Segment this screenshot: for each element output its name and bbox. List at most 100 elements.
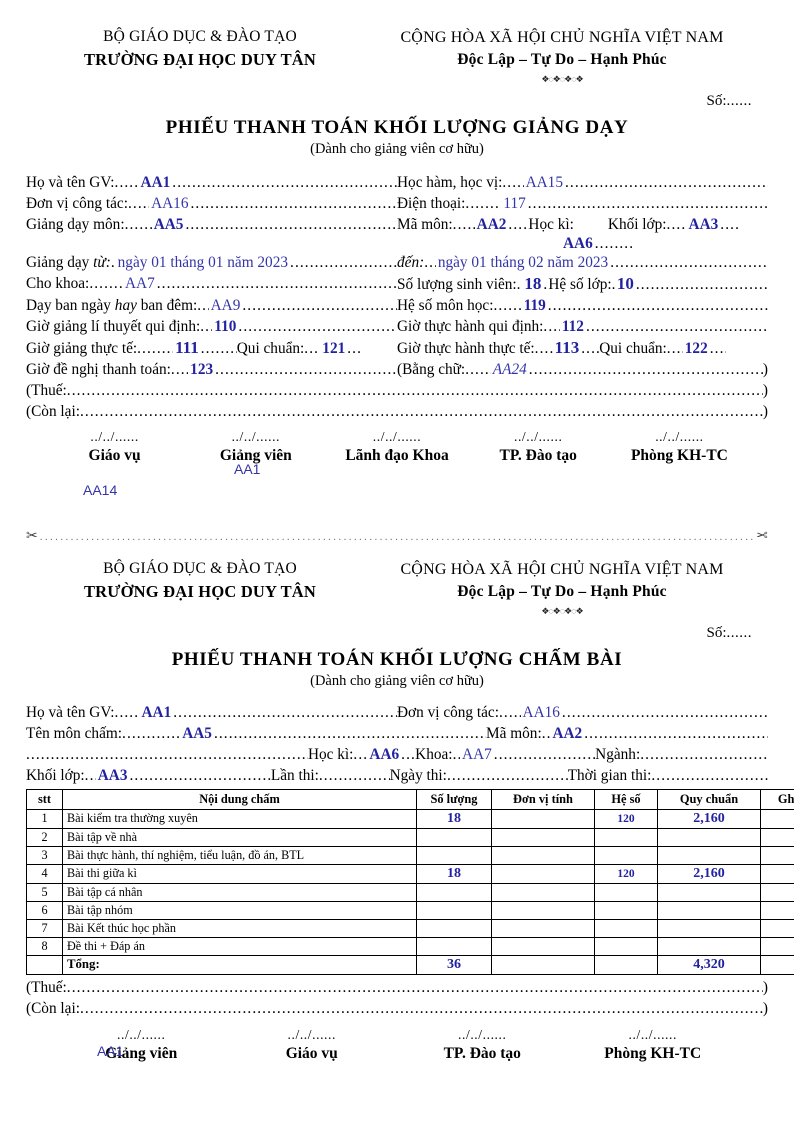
signature-date: ../../...... [628, 1026, 677, 1042]
field-dien-thoai[interactable]: Điện thoại: 117 [397, 193, 768, 214]
divider-dashes [40, 531, 755, 543]
field-gio-lt-qd[interactable]: Giờ giảng lí thuyết qui định: 110 [26, 316, 397, 337]
signature-block-giao-vu-2: ../../...... Giáo vụ [227, 1027, 398, 1063]
qui-chuan-2-value: 122 [684, 339, 708, 357]
don-vi-value: AA16 [522, 703, 560, 721]
table-row[interactable]: 1 Bài kiểm tra thường xuyên 18 120 2,160 [26, 808, 794, 829]
field-hoc-ki-value[interactable]: AA6 [561, 235, 633, 252]
field-nganh-2[interactable]: Ngành: [595, 744, 768, 765]
cell-coeff: 120 [594, 808, 658, 829]
cell-coeff [594, 827, 658, 847]
field-ma-mon-2[interactable]: Mã môn: AA2 [486, 723, 768, 744]
cell-note [760, 882, 794, 902]
field-khoi-lop-2[interactable]: Khối lớp: AA3 [26, 765, 271, 786]
signature-title: Giáo vụ [88, 446, 141, 464]
field-giang-day-tu[interactable]: Giảng dạy từ: ngày 01 tháng 01 năm 2023 [26, 252, 397, 273]
table-row[interactable]: 8 Đề thi + Đáp án [26, 936, 794, 956]
de-nghi-label: Giờ đề nghị thanh toán: [26, 360, 171, 378]
cell-standard [657, 882, 761, 902]
cell-note [760, 936, 794, 956]
bang-chu-close: ) [762, 360, 768, 378]
col-header-stt: stt [26, 788, 63, 810]
field-gio-th-qd[interactable]: Giờ thực hành qui định: 112 [397, 316, 768, 337]
cell-content: Bài tập nhóm [62, 900, 417, 920]
field-lan-thi[interactable]: Lần thi: [271, 765, 390, 786]
form2-signature-row: ../../...... Giảng viên ../../...... Giá… [26, 1027, 768, 1063]
table-row[interactable]: 5 Bài tập cá nhân [26, 882, 794, 902]
field-hoc-ham[interactable]: Học hàm, học vị: AA15 [397, 172, 768, 193]
form2-header-right: CỘNG HÒA XÃ HỘI CHỦ NGHĨA VIỆT NAM Độc L… [356, 558, 768, 616]
field-row-daynight: Dạy ban ngày hay ban đêm: AA9 Hệ số môn … [26, 295, 768, 316]
ma-mon-value: AA2 [552, 724, 583, 742]
cell-content: Bài tập cá nhân [62, 882, 417, 902]
form1-title: PHIẾU THANH TOÁN KHỐI LƯỢNG GIẢNG DẠY [165, 116, 629, 138]
col-header-quantity: Số lượng [416, 788, 492, 810]
field-khoa-2[interactable]: Khoa: AA7 [415, 744, 595, 765]
field-con-lai-2[interactable]: (Còn lại: ) [26, 998, 768, 1019]
signature-title: Giáo vụ [285, 1044, 338, 1062]
khoa-label: Khoa: [415, 745, 453, 763]
field-ngay-thi[interactable]: Ngày thi: [390, 765, 568, 786]
cell-unit [491, 918, 595, 938]
field-don-vi-cong-tac-2[interactable]: Đơn vị công tác: AA16 [397, 702, 768, 723]
table-row[interactable]: 6 Bài tập nhóm [26, 900, 794, 920]
form1-so-line: Số:...... [26, 93, 768, 110]
field-he-so-mon[interactable]: Hệ số môn học: 119 [397, 295, 768, 316]
field-den-ngay[interactable]: đến: ngày 01 tháng 02 năm 2023 [397, 252, 768, 273]
ministry-name: BỘ GIÁO DỤC & ĐÀO TẠO [103, 28, 297, 45]
cell-unit [491, 827, 595, 847]
den-label: đến: [397, 253, 425, 271]
table-row[interactable]: 7 Bài Kết thúc học phần [26, 918, 794, 938]
field-giang-day-mon[interactable]: Giảng dạy môn: AA5 [26, 214, 397, 235]
field-gio-th-thuc-te[interactable]: Giờ thực hành thực tế: 113 Qui chuẩn: 12… [397, 337, 768, 359]
field-thue-2[interactable]: (Thuế: ) [26, 977, 768, 998]
cell-standard [657, 827, 761, 847]
so-luong-sv-value: 18 [524, 273, 542, 293]
bang-chu-label: (Bằng chữ: [397, 360, 466, 378]
field-ma-mon-group[interactable]: Mã môn: AA2 Học kì: Khối lớp: AA3 [397, 214, 768, 235]
signature-title: Phòng KH-TC [604, 1044, 702, 1062]
field-ho-ten-gv[interactable]: Họ và tên GV: AA1 [26, 172, 397, 193]
ministry-name: BỘ GIÁO DỤC & ĐÀO TẠO [103, 560, 297, 577]
field-gio-lt-thuc-te[interactable]: Giờ giảng thực tế: 111 Qui chuẩn: 121 [26, 337, 397, 359]
table-row[interactable]: 4 Bài thi giữa kì 18 120 2,160 [26, 863, 794, 884]
signature-block-tp-dao-tao-2: ../../...... TP. Đào tạo [397, 1027, 568, 1063]
field-row-class-exam-2: Khối lớp: AA3 Lần thi: Ngày thi: Thời gi… [26, 765, 768, 786]
university-name: TRƯỜNG ĐẠI HỌC DUY TÂN [83, 582, 317, 602]
field-thoi-gian-thi[interactable]: Thời gian thi: [568, 765, 768, 786]
cell-unit [491, 863, 595, 884]
cell-coeff [594, 845, 658, 865]
field-thue[interactable]: (Thuế: ) [26, 380, 768, 401]
field-row-hours-required: Giờ giảng lí thuyết qui định: 110 Giờ th… [26, 316, 768, 337]
cell-quantity: 18 [416, 863, 492, 884]
field-cho-khoa[interactable]: Cho khoa: AA7 [26, 273, 397, 295]
table-row[interactable]: 3 Bài thực hành, thí nghiệm, tiểu luận, … [26, 845, 794, 865]
ma-mon-value: AA2 [476, 215, 507, 233]
field-ten-mon-cham[interactable]: Tên môn chấm: AA5 [26, 723, 486, 744]
field-ho-ten-gv-2[interactable]: Họ và tên GV: AA1 [26, 702, 397, 723]
cell-coeff [594, 918, 658, 938]
so-luong-sv-label: Số lượng sinh viên: [397, 275, 517, 293]
hay-italic: hay [114, 296, 137, 314]
cell-total-quantity: 36 [416, 954, 492, 975]
field-so-luong-sv-group[interactable]: Số lượng sinh viên: 18 Hệ số lớp: 10 [397, 273, 768, 295]
field-bang-chu[interactable]: (Bằng chữ: AA24 ) [397, 359, 768, 380]
don-vi-label: Đơn vị công tác: [397, 703, 499, 721]
ban-ngay-label-b: ban đêm: [140, 296, 198, 314]
col-header-note: Ghi chú [760, 788, 794, 810]
khoi-lop-value: AA3 [688, 215, 719, 233]
cell-note [760, 845, 794, 865]
field-ban-ngay-dem[interactable]: Dạy ban ngày hay ban đêm: AA9 [26, 295, 397, 316]
he-so-mon-value: 119 [523, 296, 546, 314]
nganh-label: Ngành: [595, 745, 641, 763]
field-con-lai[interactable]: (Còn lại: ) [26, 401, 768, 422]
ngay-bat-dau: ngày 01 tháng 01 năm 2023 [117, 253, 289, 271]
bang-chu-value: AA24 [492, 360, 527, 378]
cell-content: Bài Kết thúc học phần [62, 918, 417, 938]
giang-day-mon-value: AA5 [153, 215, 184, 233]
table-row[interactable]: 2 Bài tập về nhà [26, 827, 794, 847]
field-gio-de-nghi[interactable]: Giờ đề nghị thanh toán: 123 [26, 359, 397, 380]
field-hoc-ki-2[interactable]: Học kì: AA6 [308, 744, 415, 765]
ma-mon-label: Mã môn: [486, 724, 542, 742]
field-don-vi-cong-tac[interactable]: Đơn vị công tác: AA16 [26, 193, 397, 214]
